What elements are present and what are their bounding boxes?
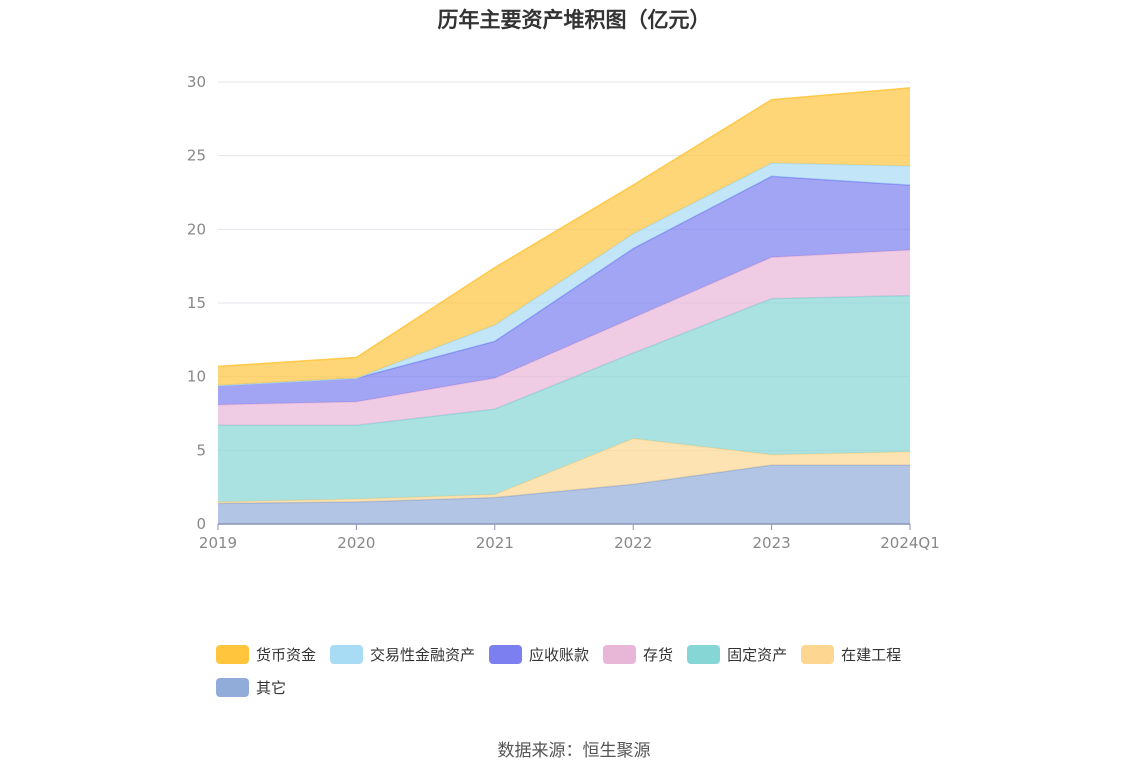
- legend-item[interactable]: 交易性金融资产: [330, 638, 475, 671]
- x-tick-label: 2020: [337, 534, 375, 552]
- y-tick-label: 10: [187, 368, 206, 386]
- x-tick-label: 2019: [199, 534, 237, 552]
- source-note: 数据来源：恒生聚源: [497, 741, 651, 761]
- legend-swatch: [489, 645, 523, 664]
- legend-item[interactable]: 货币资金: [216, 638, 316, 671]
- axes: [217, 523, 911, 530]
- y-tick-label: 15: [187, 294, 206, 312]
- legend-item[interactable]: 在建工程: [801, 638, 901, 671]
- legend-swatch: [330, 645, 364, 664]
- series-area-4: [218, 176, 910, 405]
- legend: 货币资金 交易性金融资产 应收账款 存货 固定资产 在建工程其它: [216, 638, 976, 704]
- legend-label: 应收账款: [529, 646, 590, 664]
- legend-item[interactable]: 应收账款: [489, 638, 589, 671]
- x-tick-label: 2021: [476, 534, 514, 552]
- legend-swatch: [801, 645, 835, 664]
- x-tick-label: 2023: [753, 534, 791, 552]
- series-area-6: [218, 87, 910, 386]
- y-tick-label: 0: [196, 515, 206, 533]
- y-tick-label: 5: [196, 441, 206, 459]
- series-area-1: [218, 438, 910, 504]
- legend-label: 存货: [643, 646, 674, 664]
- x-tick-label: 2022: [614, 534, 652, 552]
- series-area-0: [218, 465, 910, 524]
- legend-swatch: [687, 645, 721, 664]
- x-tick-label: 2024Q1: [880, 534, 940, 552]
- series-area-2: [218, 295, 910, 502]
- legend-item[interactable]: 固定资产: [687, 638, 787, 671]
- legend-label: 交易性金融资产: [370, 646, 476, 664]
- legend-swatch: [603, 645, 637, 664]
- series-area-3: [218, 250, 910, 426]
- legend-swatch: [216, 678, 249, 697]
- y-tick-label: 20: [187, 220, 206, 238]
- y-tick-label: 30: [187, 73, 206, 91]
- stacked-area-chart: 0 5 10 15 20 25 30 2019 2020 2021 2022 2023 2024Q1: [187, 73, 940, 552]
- legend-item[interactable]: 存货: [603, 638, 673, 671]
- legend-swatch: [216, 645, 249, 664]
- series-line-6: [217, 87, 911, 368]
- series-areas: [217, 87, 911, 524]
- legend-label: 货币资金: [256, 646, 317, 664]
- chart-title: 历年主要资产堆积图（亿元）: [437, 8, 711, 32]
- x-tick-labels: 2019 2020 2021 2022 2023 2024Q1: [199, 534, 940, 552]
- y-tick-labels: 0 5 10 15 20 25 30: [187, 73, 206, 533]
- legend-label: 在建工程: [841, 646, 902, 664]
- y-tick-label: 25: [187, 147, 206, 165]
- legend-label: 固定资产: [727, 646, 788, 664]
- legend-item[interactable]: 其它: [216, 671, 286, 704]
- legend-label: 其它: [256, 679, 287, 697]
